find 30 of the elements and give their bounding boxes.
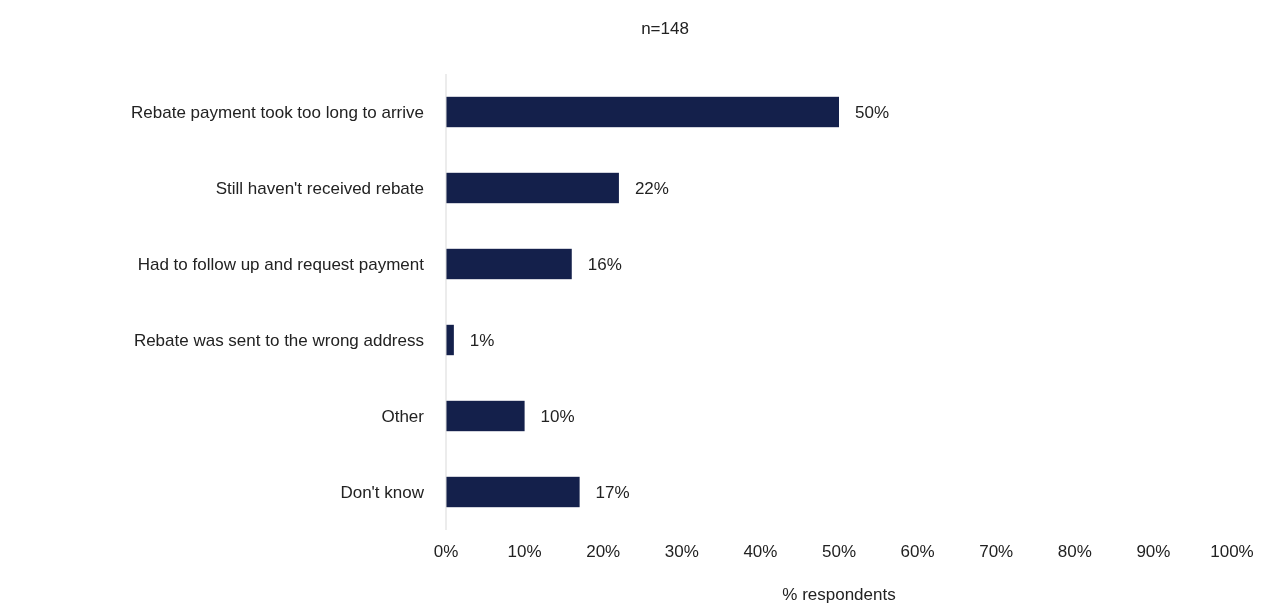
y-tick-label: Still haven't received rebate [215, 178, 424, 198]
bar [446, 248, 572, 280]
data-label: 22% [634, 178, 669, 198]
data-label: 50% [855, 102, 890, 122]
bar [446, 96, 839, 128]
y-tick-label: Had to follow up and request payment [137, 254, 425, 274]
x-tick-label: 20% [586, 542, 621, 561]
x-tick-label: 100% [1210, 542, 1254, 561]
x-tick-label: 80% [1057, 542, 1092, 561]
y-tick-label: Other [381, 406, 425, 426]
x-tick-label: 0% [433, 542, 459, 561]
x-tick-label: 30% [664, 542, 699, 561]
bar [446, 476, 580, 508]
bar [446, 172, 619, 204]
x-tick-label: 60% [900, 542, 935, 561]
x-tick-label: 40% [743, 542, 778, 561]
data-label: 16% [587, 254, 622, 274]
x-tick-label: 90% [1136, 542, 1171, 561]
bar [446, 400, 525, 432]
data-label: 10% [540, 406, 575, 426]
data-label: 1% [469, 330, 495, 350]
x-tick-label: 10% [507, 542, 542, 561]
x-axis-title: % respondents [782, 585, 896, 604]
chart-title: n=148 [641, 19, 689, 38]
x-tick-label: 50% [821, 542, 857, 561]
y-tick-label: Don't know [340, 482, 425, 502]
y-tick-label: Rebate was sent to the wrong address [133, 330, 424, 350]
y-tick-label: Rebate payment took too long to arrive [131, 102, 424, 122]
data-label: 17% [595, 482, 630, 502]
x-tick-label: 70% [979, 542, 1014, 561]
